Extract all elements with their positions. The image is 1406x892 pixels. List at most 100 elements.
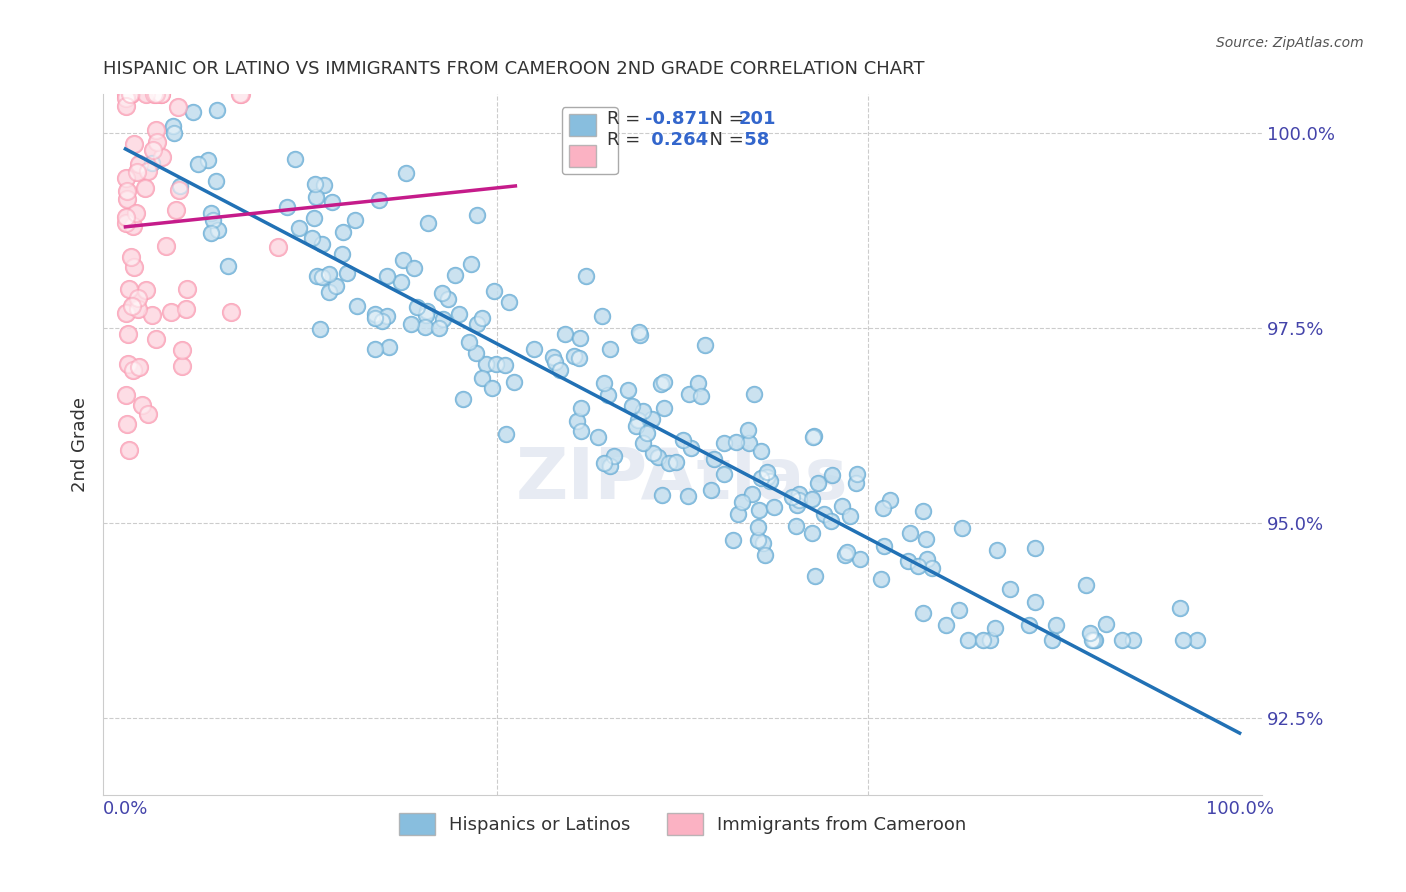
Point xyxy=(288,220,311,235)
Point xyxy=(948,603,970,617)
Point xyxy=(364,307,387,321)
Point xyxy=(311,237,333,252)
Point xyxy=(437,292,460,306)
Point xyxy=(593,456,616,470)
Point xyxy=(167,183,190,197)
Point xyxy=(787,487,810,501)
Point xyxy=(304,177,326,191)
Point xyxy=(747,520,769,534)
Point xyxy=(122,219,145,234)
Point xyxy=(643,445,665,459)
Point xyxy=(633,404,655,418)
Point xyxy=(301,231,323,245)
Point xyxy=(311,237,333,252)
Point xyxy=(1187,632,1209,647)
Point xyxy=(128,157,150,171)
Point xyxy=(626,418,648,433)
Point xyxy=(907,558,929,573)
Point xyxy=(145,332,167,346)
Point xyxy=(1076,578,1098,592)
Point xyxy=(145,332,167,346)
Point xyxy=(114,87,136,102)
Point xyxy=(915,533,938,547)
Point xyxy=(834,549,856,563)
Point xyxy=(972,632,994,647)
Point xyxy=(145,123,167,137)
Point xyxy=(654,375,676,389)
Point xyxy=(787,493,810,508)
Point xyxy=(731,495,754,509)
Point xyxy=(181,104,204,119)
Point xyxy=(389,275,412,289)
Point xyxy=(138,407,160,421)
Point xyxy=(288,220,311,235)
Point xyxy=(141,156,163,170)
Point xyxy=(801,526,824,541)
Point xyxy=(170,359,193,373)
Point xyxy=(1122,632,1144,647)
Point xyxy=(569,424,592,438)
Point xyxy=(117,357,139,371)
Point xyxy=(599,459,621,474)
Point xyxy=(688,376,710,391)
Point xyxy=(569,401,592,416)
Point xyxy=(950,521,973,535)
Point xyxy=(427,320,450,334)
Point xyxy=(402,261,425,276)
Point xyxy=(820,514,842,528)
Point xyxy=(935,618,957,632)
Point xyxy=(343,213,366,227)
Point xyxy=(1078,625,1101,640)
Point xyxy=(621,399,644,413)
Y-axis label: 2nd Grade: 2nd Grade xyxy=(72,398,89,492)
Point xyxy=(727,508,749,522)
Point xyxy=(391,252,413,267)
Point xyxy=(742,387,765,401)
Point xyxy=(267,239,290,253)
Point xyxy=(640,412,662,426)
Point xyxy=(200,226,222,240)
Point xyxy=(807,476,830,491)
Point xyxy=(713,467,735,482)
Point xyxy=(1111,632,1133,647)
Point xyxy=(336,266,359,280)
Point xyxy=(302,211,325,226)
Point xyxy=(457,334,479,349)
Point xyxy=(1168,600,1191,615)
Point xyxy=(125,164,148,178)
Point xyxy=(780,490,803,504)
Point xyxy=(626,418,648,433)
Point xyxy=(447,307,470,321)
Point xyxy=(125,164,148,178)
Point xyxy=(502,375,524,389)
Point xyxy=(700,483,723,498)
Point xyxy=(145,123,167,137)
Point xyxy=(318,285,340,299)
Point xyxy=(115,387,138,401)
Point xyxy=(643,445,665,459)
Point xyxy=(415,308,437,322)
Point xyxy=(402,261,425,276)
Point xyxy=(785,519,807,533)
Point xyxy=(665,455,688,469)
Point xyxy=(267,239,290,253)
Point xyxy=(616,383,638,397)
Point xyxy=(318,267,340,281)
Point xyxy=(565,414,588,428)
Point xyxy=(330,247,353,261)
Text: N =: N = xyxy=(697,131,749,149)
Point xyxy=(115,211,138,225)
Text: -0.871: -0.871 xyxy=(645,110,710,128)
Point xyxy=(460,257,482,271)
Point xyxy=(654,375,676,389)
Point xyxy=(430,286,453,301)
Point xyxy=(475,357,498,371)
Point xyxy=(197,153,219,168)
Point xyxy=(801,491,824,506)
Point xyxy=(475,357,498,371)
Point xyxy=(467,209,489,223)
Point xyxy=(146,136,169,150)
Point xyxy=(1187,632,1209,647)
Point xyxy=(312,178,335,192)
Point xyxy=(430,286,453,301)
